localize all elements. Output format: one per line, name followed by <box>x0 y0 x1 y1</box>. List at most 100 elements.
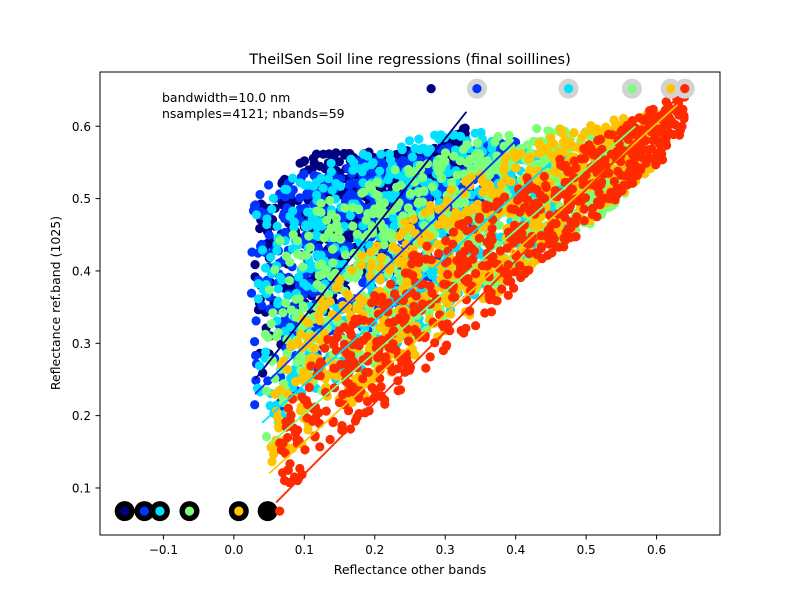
scatter-point <box>477 175 487 185</box>
scatter-point <box>503 227 514 237</box>
bright-endpoint-dot <box>680 84 690 94</box>
scatter-point <box>482 237 492 247</box>
scatter-point <box>293 249 303 259</box>
scatter-point <box>503 290 513 300</box>
scatter-point <box>300 445 310 455</box>
scatter-point <box>576 193 586 203</box>
scatter-point <box>282 364 293 374</box>
scatter-point <box>452 170 462 180</box>
scatter-point <box>350 314 360 324</box>
scatter-point <box>345 189 355 199</box>
scatter-point <box>330 335 340 345</box>
regression-lines-layer <box>254 89 686 504</box>
scatter-point <box>375 373 385 383</box>
scatter-point <box>278 438 288 448</box>
scatter-point <box>282 185 292 195</box>
scatter-point <box>499 141 509 151</box>
scatter-point <box>651 160 661 170</box>
scatter-point <box>417 299 428 309</box>
scatter-point <box>342 271 352 281</box>
scatter-point <box>430 130 440 140</box>
scatter-point <box>377 157 387 167</box>
scatter-point <box>253 294 263 304</box>
scatter-point <box>388 242 398 252</box>
scatter-point <box>462 205 473 215</box>
scatter-point <box>535 141 545 151</box>
dark-endpoint-dot <box>120 506 130 516</box>
scatter-point <box>547 248 557 258</box>
scatter-point <box>310 343 320 353</box>
scatter-point <box>423 147 433 157</box>
scatter-point <box>532 185 542 195</box>
scatter-point <box>292 357 302 367</box>
scatter-point <box>547 150 557 160</box>
scatter-point <box>455 131 466 141</box>
scatter-point <box>298 262 308 272</box>
endpoint-markers-layer <box>114 78 695 522</box>
scatter-point <box>251 316 261 326</box>
scatter-point <box>372 177 382 187</box>
scatter-point <box>323 174 334 184</box>
scatter-point <box>661 97 671 107</box>
scatter-point <box>609 176 620 187</box>
scatter-point <box>486 307 497 317</box>
scatter-point <box>331 178 341 189</box>
scatter-point <box>319 301 329 311</box>
scatter-point <box>312 370 322 380</box>
scatter-point <box>271 389 281 399</box>
scatter-point <box>378 231 388 241</box>
scatter-point <box>596 162 606 172</box>
scatter-point <box>400 268 410 278</box>
scatter-point <box>506 204 516 214</box>
scatter-point <box>366 247 376 257</box>
scatter-point <box>520 186 531 196</box>
scatter-point <box>246 288 257 298</box>
scatter-point <box>302 189 312 199</box>
scatter-point <box>324 228 334 238</box>
scatter-point <box>267 457 277 467</box>
scatter-point <box>315 442 325 452</box>
scatter-point <box>459 169 469 179</box>
x-tick-label: −0.1 <box>149 543 178 557</box>
scatter-point <box>281 298 291 308</box>
scatter-point <box>356 260 366 270</box>
scatter-point <box>549 166 559 176</box>
scatter-point <box>266 252 276 262</box>
scatter-point <box>339 259 349 269</box>
scatter-point <box>497 284 507 294</box>
y-tick-label: 0.2 <box>72 409 91 423</box>
scatter-point <box>264 180 274 190</box>
scatter-point <box>316 336 326 346</box>
scatter-point <box>590 150 600 160</box>
scatter-point <box>302 281 312 291</box>
scatter-point <box>389 317 399 327</box>
scatter-point <box>326 158 336 168</box>
scatter-point <box>436 163 446 173</box>
scatter-point <box>376 382 386 392</box>
scatter-point <box>273 299 283 309</box>
scatter-point <box>285 322 295 332</box>
scatter-point <box>402 324 413 334</box>
scatter-point <box>420 333 430 343</box>
scatter-point <box>400 217 410 227</box>
scatter-point <box>375 275 385 285</box>
scatter-point <box>404 336 414 346</box>
scatter-point <box>422 241 432 251</box>
y-tick-label: 0.6 <box>72 120 91 134</box>
scatter-point <box>459 188 469 199</box>
scatter-point <box>261 432 272 442</box>
scatter-point <box>264 230 274 240</box>
scatter-point <box>254 361 265 371</box>
scatter-point <box>310 402 320 412</box>
scatter-point <box>490 279 500 290</box>
scatter-point <box>490 161 500 172</box>
scatter-point <box>606 149 617 159</box>
scatter-point <box>305 242 315 252</box>
scatter-point <box>549 139 559 149</box>
scatter-point <box>407 259 417 269</box>
scatter-point <box>304 231 314 241</box>
scatter-point <box>439 217 449 227</box>
scatter-point <box>330 363 340 373</box>
scatter-point <box>569 128 579 138</box>
